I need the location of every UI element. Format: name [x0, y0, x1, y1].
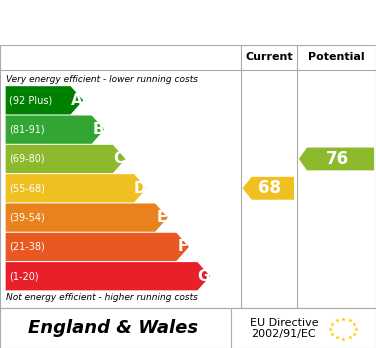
- Text: G: G: [197, 269, 210, 284]
- Text: (21-38): (21-38): [9, 242, 45, 252]
- Text: (92 Plus): (92 Plus): [9, 95, 53, 105]
- Text: B: B: [92, 122, 104, 137]
- Polygon shape: [299, 148, 374, 171]
- Text: Not energy efficient - higher running costs: Not energy efficient - higher running co…: [6, 293, 197, 302]
- Text: 2002/91/EC: 2002/91/EC: [252, 329, 316, 339]
- Text: F: F: [177, 239, 188, 254]
- Polygon shape: [6, 86, 83, 114]
- Text: EU Directive: EU Directive: [250, 318, 318, 328]
- Polygon shape: [6, 204, 168, 232]
- Text: Potential: Potential: [308, 53, 365, 62]
- Text: A: A: [71, 93, 83, 108]
- Polygon shape: [6, 174, 147, 203]
- Polygon shape: [6, 262, 210, 290]
- Polygon shape: [6, 233, 189, 261]
- Text: Current: Current: [245, 53, 293, 62]
- Text: England & Wales: England & Wales: [28, 319, 198, 337]
- Text: D: D: [134, 181, 147, 196]
- Text: (39-54): (39-54): [9, 213, 45, 223]
- Polygon shape: [6, 116, 105, 144]
- Polygon shape: [243, 177, 294, 200]
- Text: 68: 68: [258, 179, 281, 197]
- Text: Energy Efficiency Rating: Energy Efficiency Rating: [11, 14, 259, 31]
- Text: (69-80): (69-80): [9, 154, 45, 164]
- Text: (55-68): (55-68): [9, 183, 45, 193]
- Text: (1-20): (1-20): [9, 271, 39, 281]
- Text: (81-91): (81-91): [9, 125, 45, 135]
- Text: E: E: [156, 210, 167, 225]
- Text: Very energy efficient - lower running costs: Very energy efficient - lower running co…: [6, 75, 198, 84]
- Polygon shape: [6, 145, 126, 173]
- Text: C: C: [114, 151, 125, 166]
- Text: 76: 76: [326, 150, 349, 168]
